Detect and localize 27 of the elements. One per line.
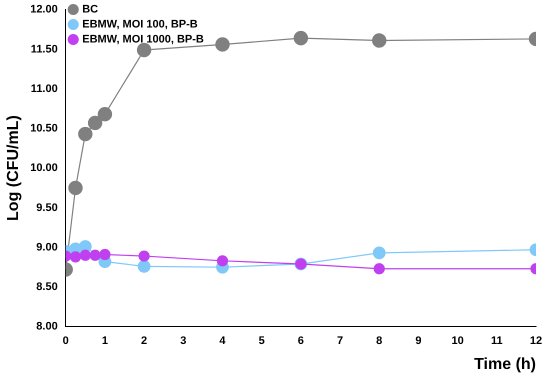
- x-tick-label: 11: [490, 335, 503, 348]
- legend-label: EBMW, MOI 1000, BP-B: [82, 34, 204, 46]
- y-tick-label: 10.00: [30, 162, 58, 174]
- legend-label: BC: [82, 4, 98, 16]
- y-tick-label: 12.00: [30, 4, 58, 16]
- x-tick-label: 1: [102, 335, 108, 348]
- x-tick-label: 7: [336, 335, 344, 348]
- x-tick-label: 9: [415, 335, 422, 348]
- y-tick-label: 8.00: [36, 320, 58, 333]
- y-tick-label: 11.00: [30, 82, 58, 95]
- x-tick-label: 0: [62, 335, 69, 348]
- y-tick-label: 10.50: [30, 122, 58, 135]
- x-tick-label: 3: [180, 335, 186, 348]
- x-tick-label: 5: [258, 335, 265, 348]
- y-axis-title: Log (CFU/mL): [5, 115, 22, 221]
- legend-label: EBMW, MOI 100, BP-B: [82, 18, 198, 31]
- x-tick-label: 8: [376, 335, 382, 348]
- x-tick-label: 10: [451, 335, 464, 348]
- x-tick-label: 4: [219, 335, 226, 348]
- y-tick-label: 9.50: [36, 202, 58, 214]
- y-tick-label: 11.50: [30, 43, 58, 56]
- y-tick-label: 9.00: [36, 241, 58, 254]
- y-tick-label: 8.50: [36, 281, 58, 294]
- x-tick-label: 2: [141, 335, 148, 348]
- x-tick-label: 6: [298, 335, 304, 348]
- x-tick-label: 12: [530, 335, 542, 348]
- x-axis-title: Time (h): [474, 356, 536, 373]
